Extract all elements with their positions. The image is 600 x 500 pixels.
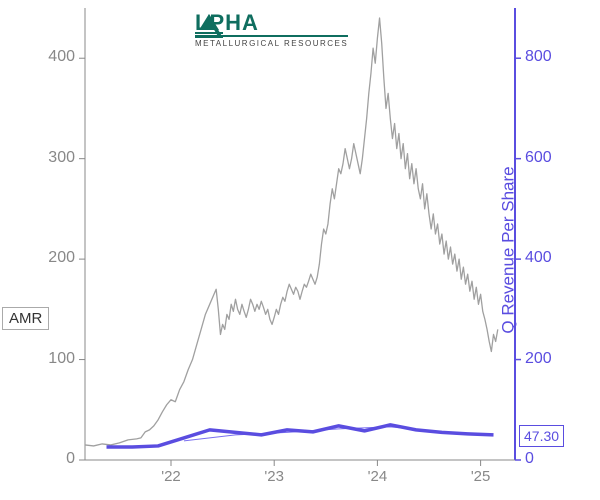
right-tick-label: 800 <box>525 48 565 66</box>
left-tick-label: 100 <box>35 350 75 368</box>
x-tick-label: '24 <box>368 468 388 485</box>
right-axis-title: Q Revenue Per Share <box>498 166 518 333</box>
right-tick-label: 0 <box>525 450 565 468</box>
company-logo: LPHA METALLURGICAL RESOURCES <box>195 12 348 48</box>
right-tick-label: 600 <box>525 149 565 167</box>
alpha-a-icon <box>195 12 225 38</box>
stock-revenue-chart: LPHA METALLURGICAL RESOURCES 0 100 200 300 4… <box>0 0 600 500</box>
left-tick-label: 0 <box>35 450 75 468</box>
x-tick-label: '25 <box>471 468 491 485</box>
ticker-badge: AMR <box>2 307 49 330</box>
right-tick-label: 400 <box>525 249 565 267</box>
x-tick-label: '22 <box>161 468 181 485</box>
left-tick-label: 200 <box>35 249 75 267</box>
left-tick-label: 400 <box>35 48 75 66</box>
x-tick-label: '23 <box>264 468 284 485</box>
revenue-value-badge: 47.30 <box>519 425 564 447</box>
right-tick-label: 200 <box>525 350 565 368</box>
revenue-value-label: 47.30 <box>524 428 559 444</box>
left-tick-label: 300 <box>35 149 75 167</box>
ticker-label: AMR <box>9 310 42 327</box>
